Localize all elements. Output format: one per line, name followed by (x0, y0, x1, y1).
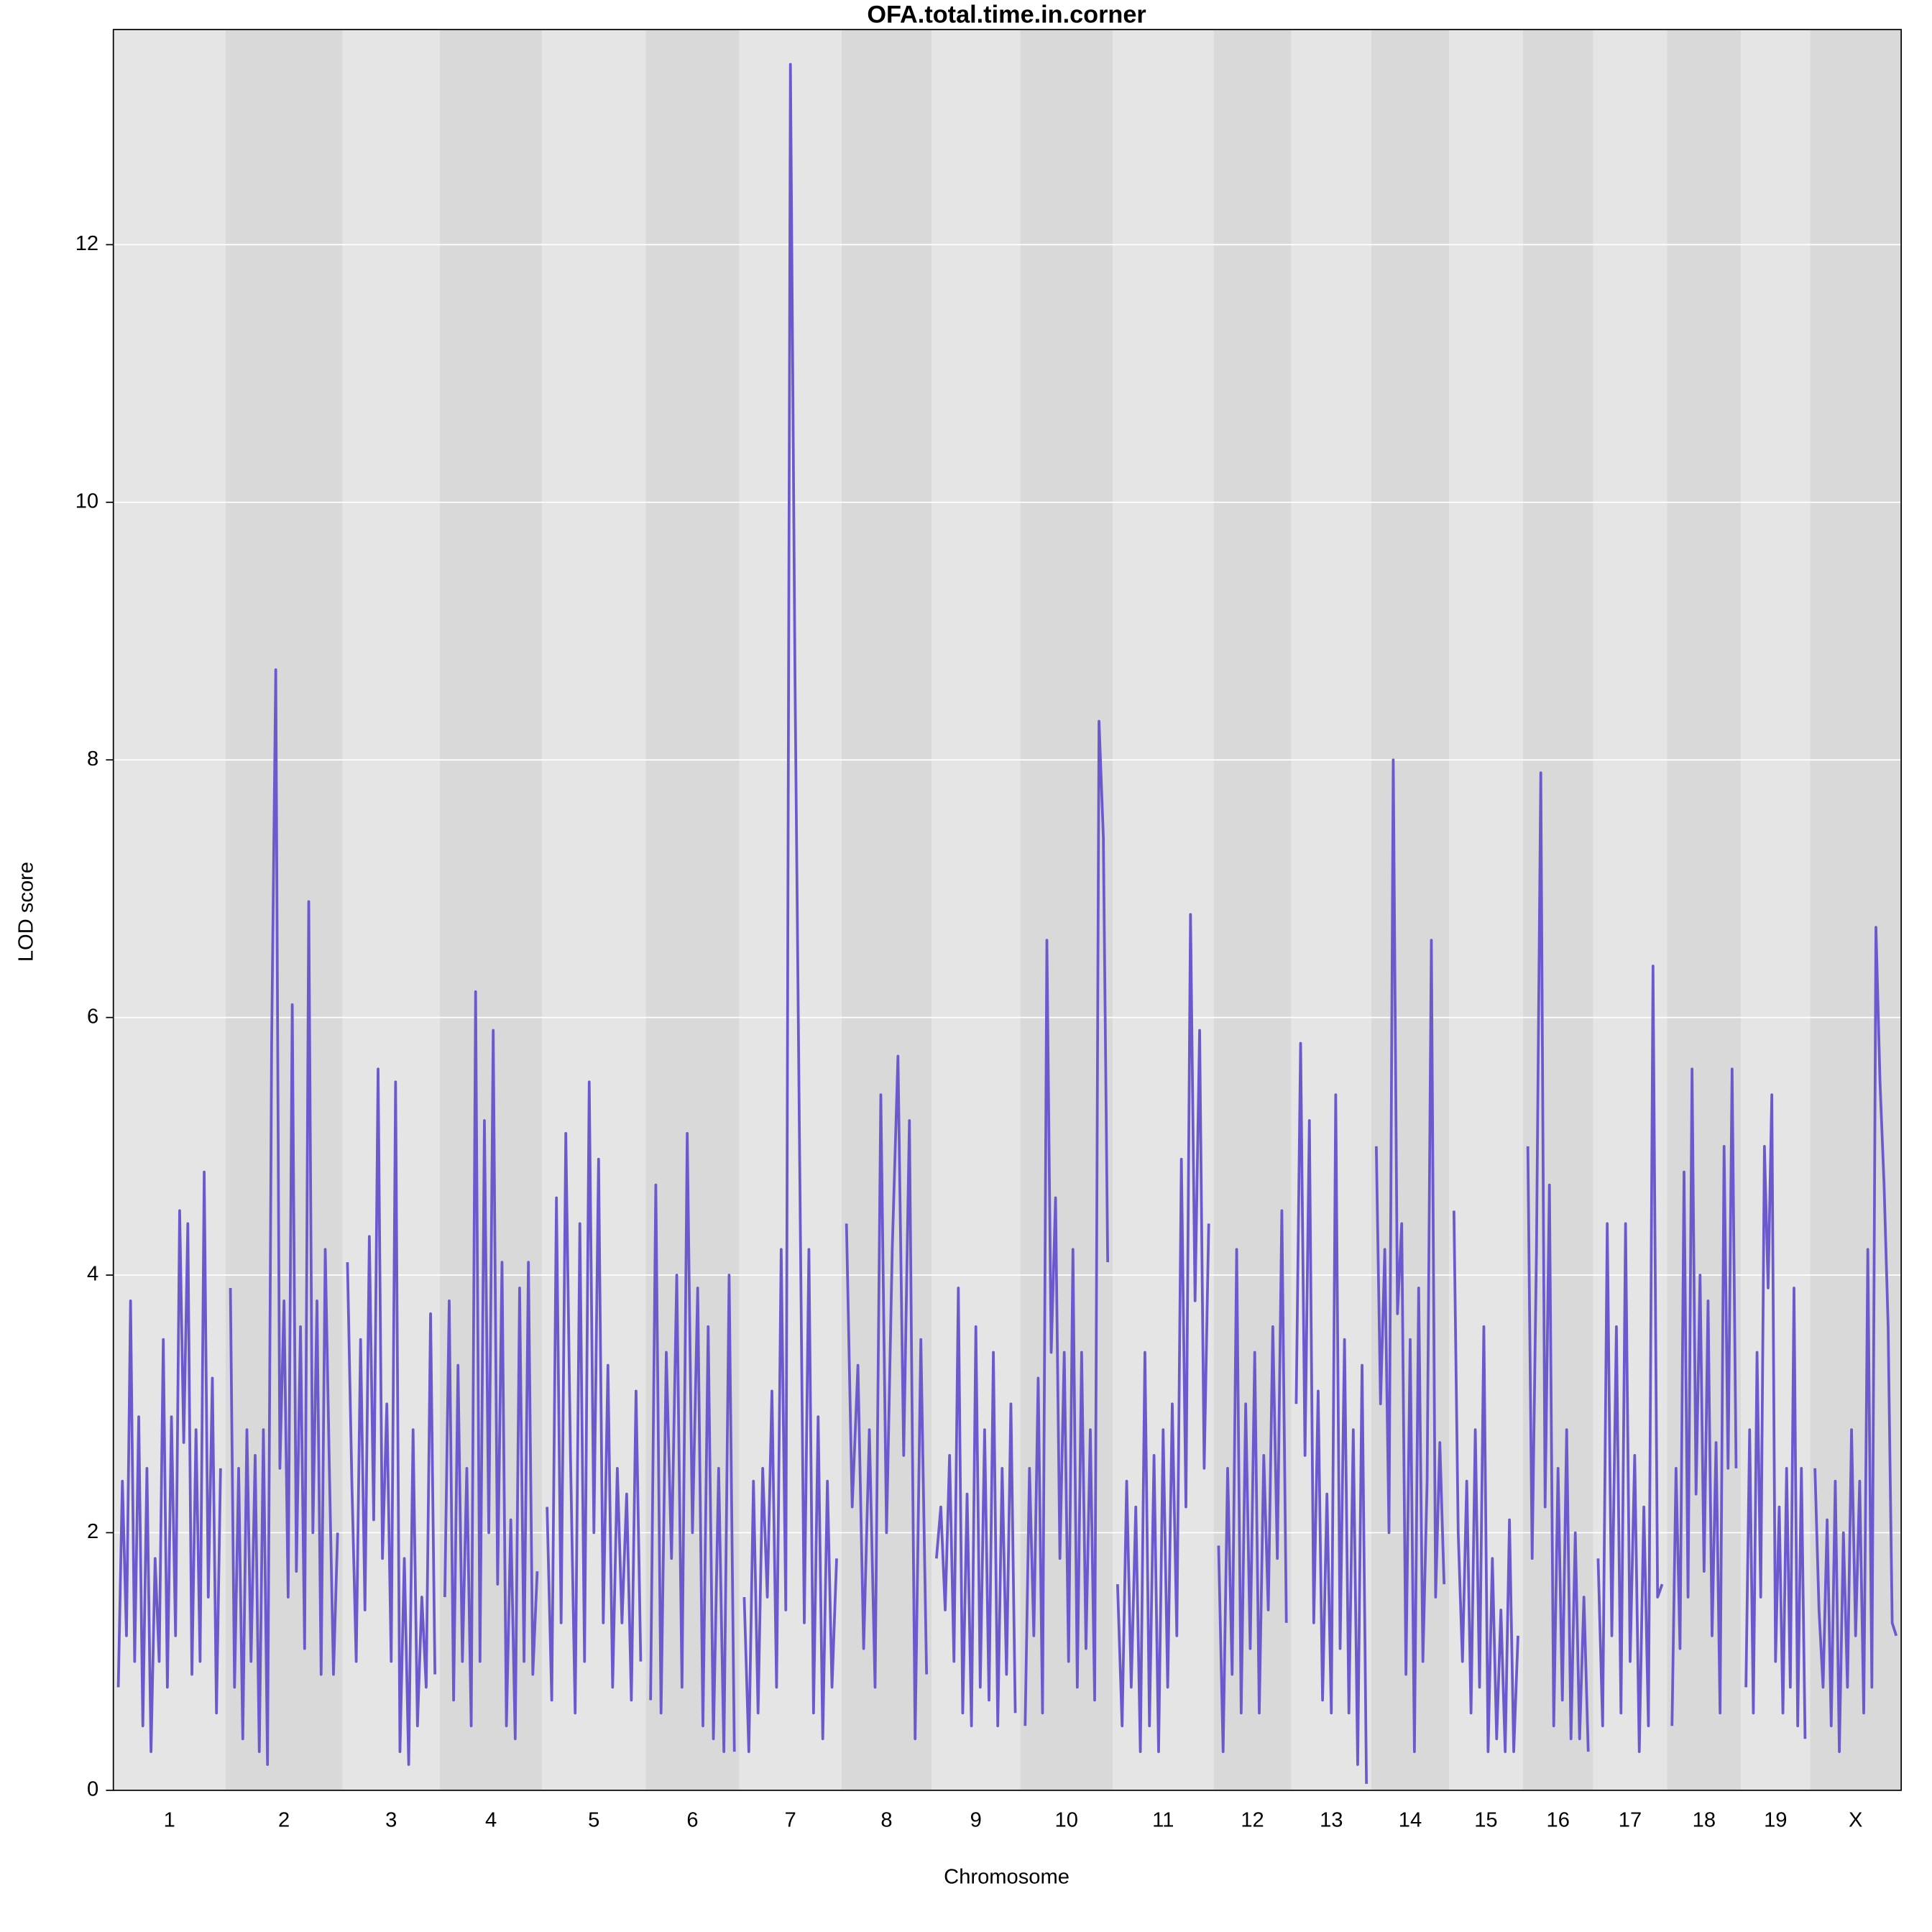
x-tick-label: 15 (1474, 1808, 1497, 1831)
lod-curve (1024, 719, 1110, 1726)
x-tick-label: 1 (164, 1808, 175, 1831)
lod-curve (1374, 758, 1446, 1753)
chromosome-band (932, 29, 1021, 1790)
x-tick-label: 19 (1764, 1808, 1787, 1831)
y-tick-label: 0 (87, 1778, 98, 1801)
lod-curve (1813, 926, 1898, 1753)
y-tick-label: 4 (87, 1263, 98, 1286)
lod-curve (1526, 771, 1590, 1752)
chromosome-band (1291, 29, 1371, 1790)
x-axis-label: Chromosome (944, 1865, 1070, 1888)
x-tick-label: 9 (970, 1808, 982, 1831)
plot-frame (112, 29, 1902, 1791)
y-tick-label: 2 (87, 1520, 98, 1543)
lod-curve (845, 1054, 929, 1741)
y-tick-label: 8 (87, 748, 98, 770)
x-tick-label: 5 (588, 1808, 599, 1831)
chart-title: OFA.total.time.in.corner (867, 1, 1146, 28)
x-tick-label: 12 (1241, 1808, 1264, 1831)
chromosome-band (225, 29, 343, 1790)
lod-curve (546, 1080, 643, 1715)
chromosome-band (1810, 29, 1902, 1790)
lod-curve (1596, 965, 1664, 1753)
x-tick-label: 13 (1320, 1808, 1343, 1831)
lod-curve (1294, 1041, 1368, 1784)
lod-curve (1217, 1209, 1288, 1753)
x-tick-label: 6 (686, 1808, 698, 1831)
x-tick-label: 10 (1055, 1808, 1078, 1831)
x-tick-label: 3 (385, 1808, 397, 1831)
x-tick-label: 2 (278, 1808, 290, 1831)
lod-curve (742, 63, 838, 1753)
lod-curve (1116, 913, 1210, 1753)
x-tick-label: 14 (1399, 1808, 1422, 1831)
lod-curve (443, 990, 539, 1741)
lod-curve (649, 1132, 736, 1753)
x-tick-label: 4 (485, 1808, 497, 1831)
lod-curve (116, 1170, 222, 1753)
y-tick-label: 6 (87, 1005, 98, 1028)
x-tick-label: 8 (880, 1808, 892, 1831)
lod-curve (934, 1287, 1017, 1728)
x-tick-label: 16 (1547, 1808, 1570, 1831)
lod-curve (1744, 1093, 1807, 1739)
y-tick-label: 12 (75, 232, 98, 255)
x-tick-label: X (1849, 1808, 1862, 1831)
lod-curve (346, 1067, 437, 1766)
y-axis-label: LOD score (14, 862, 37, 962)
x-tick-label: 7 (785, 1808, 796, 1831)
x-tick-label: 18 (1693, 1808, 1716, 1831)
y-tick-label: 10 (75, 490, 98, 513)
x-tick-label: 11 (1152, 1808, 1174, 1831)
lod-curve (229, 668, 339, 1766)
x-tick-label: 17 (1619, 1808, 1642, 1831)
lod-curve (1670, 1067, 1738, 1726)
lod-curve (1452, 1210, 1519, 1753)
